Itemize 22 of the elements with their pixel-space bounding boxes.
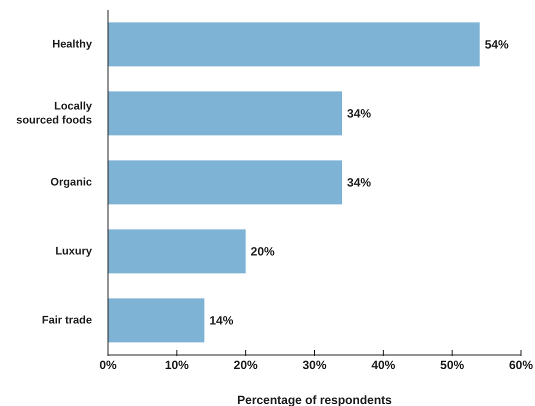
x-tick-label: 30% (302, 358, 327, 372)
bar (108, 91, 342, 136)
y-tick-label: Organic (50, 176, 92, 188)
bar (108, 229, 246, 274)
x-tick-label: 10% (164, 358, 190, 372)
y-tick-label: Healthy (52, 38, 93, 50)
x-tick-label: 60% (508, 358, 534, 372)
data-label: 34% (347, 106, 372, 121)
data-label: 54% (484, 38, 510, 52)
data-label: 20% (250, 244, 276, 259)
data-label: 14% (209, 314, 234, 328)
x-tick-label: 50% (440, 358, 464, 372)
bar (108, 298, 204, 342)
x-tick-label: 0% (99, 358, 117, 372)
y-tick-label: Luxury (55, 246, 93, 258)
y-tick-label: Fair trade (42, 314, 92, 326)
bar (108, 22, 480, 66)
x-tick-label: 40% (371, 358, 396, 372)
data-label: 34% (347, 176, 372, 190)
bar (108, 160, 342, 204)
y-tick-label: Locally sourced foods (16, 100, 93, 126)
x-tick-label: 20% (234, 358, 258, 372)
